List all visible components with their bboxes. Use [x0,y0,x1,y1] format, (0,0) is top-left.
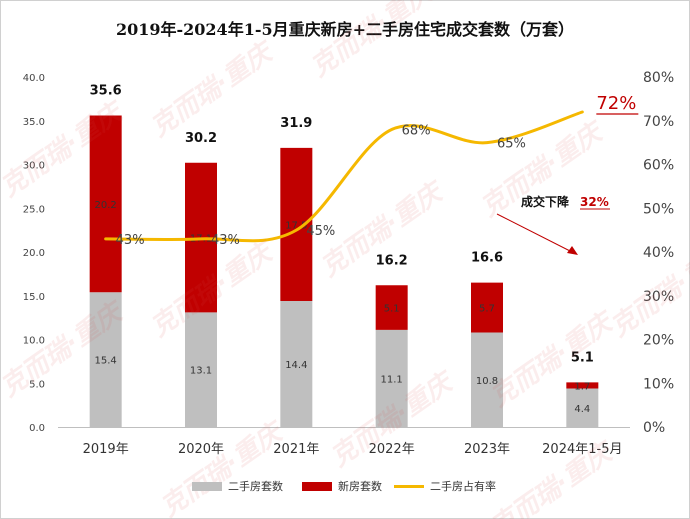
y-right-tick-label: 60% [643,158,674,174]
x-tick-label: 2022年 [369,442,415,457]
y-left-tick-label: 25.0 [23,204,45,215]
share-line-layer: 43% 43% 45% 68% 65% 72% [104,93,639,248]
y-left-tick-label: 20.0 [23,248,45,259]
y-right-tick-label: 50% [643,201,674,217]
bar-secondhand [566,388,599,427]
bar-secondhand [185,312,217,427]
legend-label-newhome: 新房套数 [338,480,382,493]
bar-label-secondhand: 15.4 [95,356,117,367]
annotation-text: 成交下降 [521,194,570,209]
bar-secondhand [89,292,122,427]
legend-swatch-newhome [302,481,332,491]
share-label: 65% [497,137,526,152]
y-left-tick-label: 15.0 [23,292,45,303]
x-tick-label: 2019年 [83,442,129,457]
y-axis-left: 0.0 5.0 10.0 15.0 20.0 25.0 30.0 35.0 40.0 [23,73,45,434]
share-label-latest: 72% [596,93,636,114]
share-label: 45% [306,224,335,239]
share-label: 68% [402,124,431,139]
legend-swatch-secondhand [192,481,222,491]
bar-label-newhome: 17.5 [285,220,307,231]
legend-item-secondhand: 二手房套数 [192,478,283,494]
bar-newhome [471,282,503,333]
bar-label-secondhand: 14.4 [285,360,307,371]
decline-annotation: 成交下降 32% [496,194,610,255]
bar-newhome [89,115,122,293]
bar-label-newhome: 20.2 [95,200,117,211]
bar-label-secondhand: 10.8 [476,376,498,387]
bars-layer: 15.420.235.613.117.130.214.417.531.911.1… [89,84,599,427]
legend: 二手房套数 新房套数 二手房占有率 [0,478,690,498]
legend-swatch-share [394,484,424,488]
bar-secondhand [280,301,313,427]
bar-total-label: 5.1 [571,350,594,365]
x-tick-label: 2021年 [273,442,319,457]
y-right-tick-label: 70% [643,114,674,130]
bar-secondhand [471,332,503,427]
share-label: 43% [211,233,240,248]
y-left-tick-label: 35.0 [23,117,45,128]
x-tick-label: 2023年 [464,442,510,457]
y-right-tick-label: 40% [643,245,674,261]
bar-secondhand [375,329,408,427]
bar-newhome [566,382,599,389]
x-tick-label: 2024年1-5月 [542,442,622,457]
y-right-tick-label: 30% [643,289,674,305]
chart-title: 2019年-2024年1-5月重庆新房+二手房住宅成交套数（万套） [115,20,575,39]
legend-item-share: 二手房占有率 [394,478,496,494]
bar-total-label: 31.9 [280,116,312,131]
y-left-tick-label: 40.0 [23,73,45,84]
y-left-tick-label: 10.0 [23,336,45,347]
y-right-tick-label: 20% [643,333,674,349]
bar-newhome [280,147,313,301]
annotation-value: 32% [580,195,609,209]
legend-label-share: 二手房占有率 [430,480,496,493]
bar-total-label: 16.2 [376,253,408,268]
legend-label-secondhand: 二手房套数 [228,480,283,493]
bar-newhome [375,285,408,330]
bar-total-label: 16.6 [471,251,503,266]
y-left-tick-label: 30.0 [23,161,45,172]
bar-total-label: 35.6 [90,84,122,99]
bar-label-newhome: 5.1 [384,304,400,315]
bar-label-newhome: 5.7 [479,304,495,315]
x-tick-label: 2020年 [178,442,224,457]
legend-item-newhome: 新房套数 [302,478,382,494]
x-axis: 2019年 2020年 2021年 2022年 2023年 2024年1-5月 [58,427,630,457]
bar-label-secondhand: 4.4 [574,404,590,415]
share-label: 43% [116,233,145,248]
y-left-tick-label: 0.0 [29,423,45,434]
share-line [104,110,584,243]
y-axis-right: 0% 10% 20% 30% 40% 50% 60% 70% 80% [643,70,674,436]
y-right-tick-label: 0% [643,420,665,436]
y-right-tick-label: 10% [643,376,674,392]
y-right-tick-label: 80% [643,70,674,86]
y-left-tick-label: 5.0 [29,379,45,390]
bar-total-label: 30.2 [185,131,217,146]
bar-label-secondhand: 11.1 [381,374,403,385]
bar-label-secondhand: 13.1 [190,366,212,377]
bar-label-newhome: 1.7 [574,381,590,392]
annotation-arrow-shaft [496,213,573,253]
annotation-arrow-head [567,246,578,255]
